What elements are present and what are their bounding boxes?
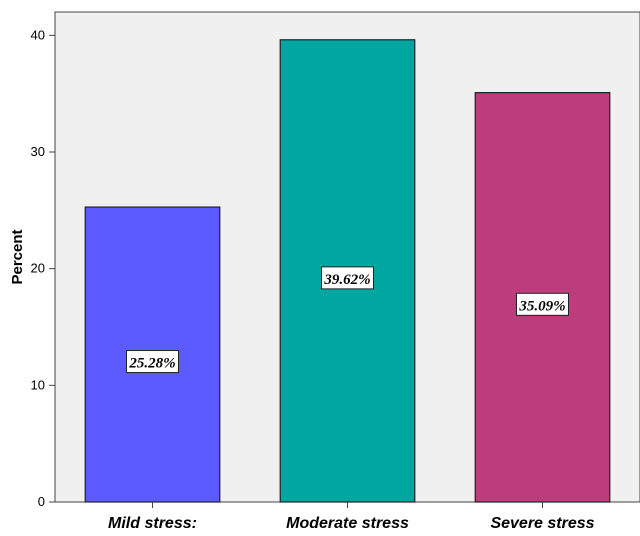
data-label: 25.28% — [128, 356, 175, 372]
data-label-box — [126, 350, 179, 374]
bars: 25.28% 39.62% 35.09% — [84, 39, 611, 503]
x-tick-label: Severe stress — [490, 515, 594, 532]
y-tick-label: 0 — [38, 494, 45, 509]
data-label-box — [321, 266, 374, 290]
y-axis-label: Percent — [9, 229, 26, 284]
y-tick-label: 40 — [31, 27, 45, 42]
data-label: 35.09% — [518, 298, 565, 314]
y-axis: 0 10 20 30 40 — [31, 27, 55, 509]
bar — [84, 206, 221, 503]
data-label: 39.62% — [323, 272, 370, 288]
y-tick-label: 10 — [31, 377, 45, 392]
y-tick-label: 30 — [31, 144, 45, 159]
x-axis: Mild stress: Moderate stress Severe stress — [108, 502, 595, 532]
x-tick-label: Mild stress: — [108, 515, 197, 532]
y-tick-label: 20 — [31, 261, 45, 276]
data-label-box — [516, 292, 569, 316]
x-tick-label: Moderate stress — [286, 515, 409, 532]
